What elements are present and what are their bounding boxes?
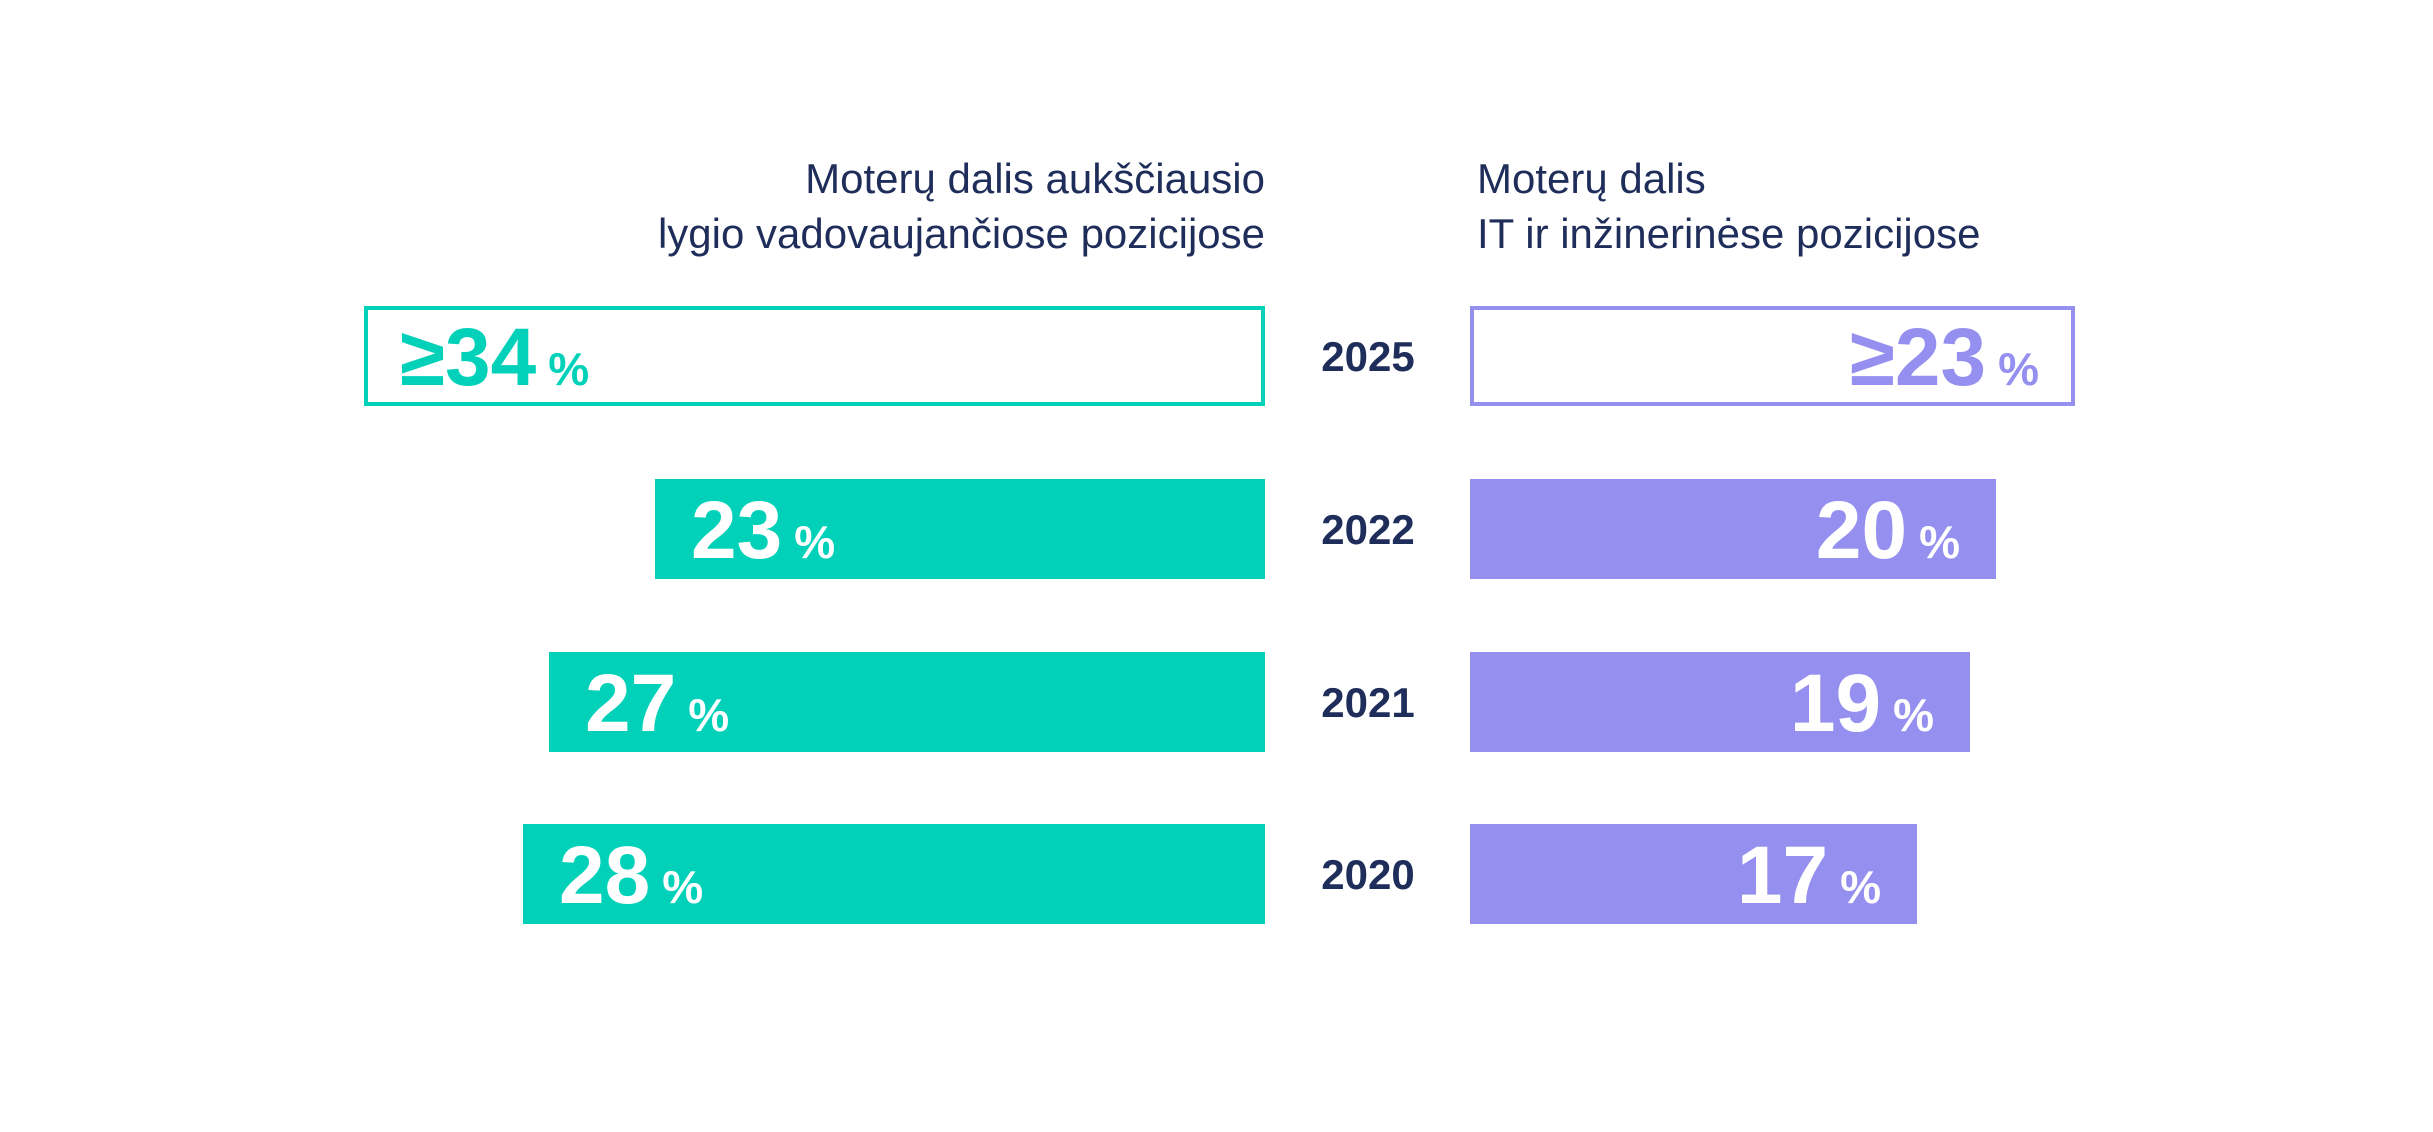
left-chart-title: Moterų dalis aukščiausio lygio vadovaujan… — [658, 155, 1265, 257]
bar — [523, 824, 1265, 924]
bar-value-label: 19% — [1790, 658, 1934, 749]
bar-value-label: 27% — [585, 658, 729, 749]
bar — [1470, 652, 1970, 752]
right-chart-title: Moterų dalis IT ir inžinerinėse pozicijos… — [1477, 155, 1980, 257]
year-label: 2020 — [1321, 851, 1414, 898]
bar — [655, 479, 1265, 579]
title-line: lygio vadovaujančiose pozicijose — [658, 210, 1265, 257]
bar — [549, 652, 1265, 752]
title-line: IT ir inžinerinėse pozicijose — [1477, 210, 1980, 257]
bar-value-label: 28% — [559, 830, 703, 921]
bar-value-label: ≥34% — [400, 312, 589, 403]
right-bars: ≥23 % 20 % 19 % 17% — [1470, 306, 2075, 924]
bar-value-label: 17% — [1737, 830, 1881, 921]
bar — [1470, 824, 1917, 924]
target-bar — [1470, 306, 2075, 406]
title-line: Moterų dalis — [1477, 155, 1706, 202]
bar — [1470, 479, 1996, 579]
year-label: 2022 — [1321, 506, 1414, 553]
target-bar — [364, 306, 1265, 406]
title-line: Moterų dalis aukščiausio — [805, 155, 1265, 202]
bar-value-label: ≥23% — [1850, 312, 2039, 403]
bar-value-label: 23% — [691, 485, 835, 576]
bar-value-label: 20% — [1816, 485, 1960, 576]
year-labels: 2025 2022 2021 2020 — [1321, 333, 1414, 898]
year-label: 2025 — [1321, 333, 1414, 380]
left-bars: ≥34 % 23 % 27 % 28% — [364, 306, 1265, 924]
year-label: 2021 — [1321, 679, 1414, 726]
